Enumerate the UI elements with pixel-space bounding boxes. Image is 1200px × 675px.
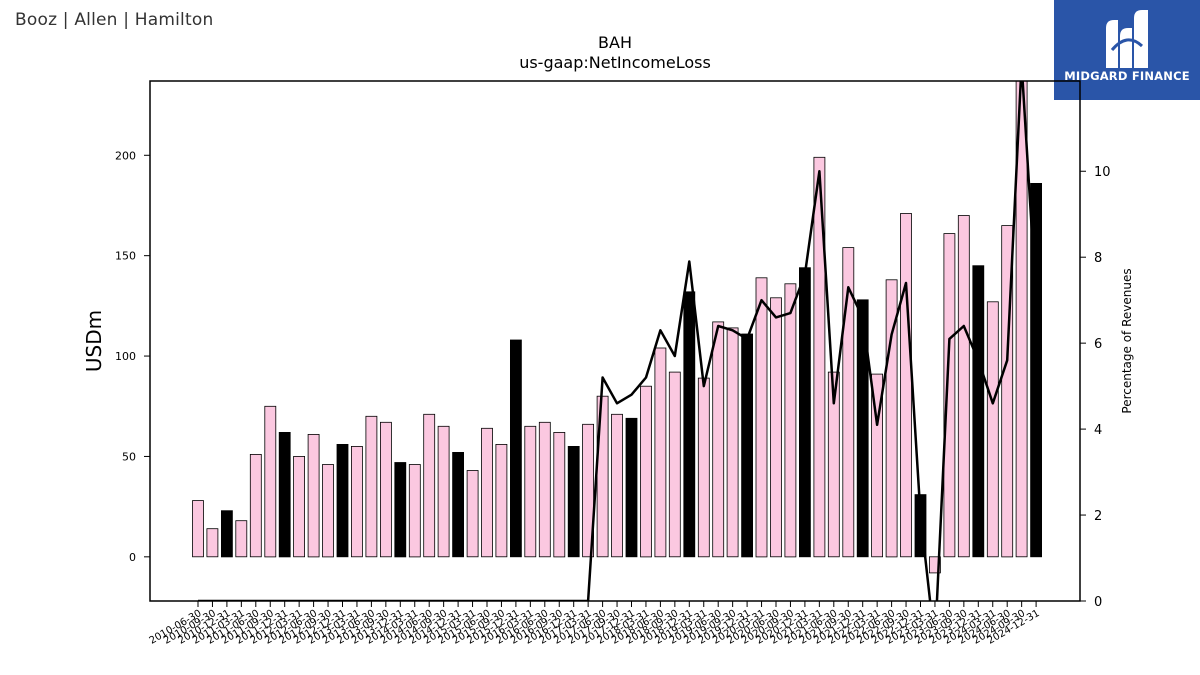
- y2-tick-label: 6: [1094, 337, 1102, 352]
- bar-2019-12-31: [741, 333, 753, 558]
- bar-2024-03-31: [986, 301, 999, 558]
- bar-2014-06-30: [423, 413, 436, 558]
- logo-text: MIDGARD FINANCE: [1064, 69, 1190, 83]
- bar-2021-03-31: [813, 156, 826, 558]
- bar-2014-12-31: [452, 451, 465, 558]
- bar-2018-06-30: [654, 347, 667, 558]
- midgard-logo-icon: [1106, 10, 1148, 68]
- y2-tick-label: 4: [1094, 423, 1102, 438]
- x-axis: 2010-06-302010-09-302010-12-312011-03-31…: [148, 601, 1042, 647]
- bar-2020-06-30: [770, 297, 782, 558]
- bar-2013-12-31: [394, 462, 407, 558]
- bar-2023-12-31: [972, 265, 985, 558]
- bar-2016-09-30: [553, 431, 566, 558]
- bar-2013-09-30: [379, 421, 392, 558]
- bar-2021-06-30: [827, 371, 840, 558]
- bar-2014-03-31: [408, 464, 421, 558]
- bar-2021-12-31: [856, 299, 869, 558]
- bar-2023-03-31: [929, 556, 941, 574]
- bar-2018-03-31: [640, 385, 652, 558]
- bar-2010-12-31: [220, 510, 233, 558]
- y-tick-label: 0: [129, 551, 136, 564]
- bar-2011-12-31: [278, 431, 291, 558]
- bar-2018-09-30: [668, 371, 681, 558]
- y-tick-label: 100: [115, 350, 136, 363]
- y-tick-label: 150: [115, 250, 136, 263]
- bar-2016-06-30: [538, 421, 551, 558]
- y2-axis-label: Percentage of Revenues: [1120, 268, 1134, 413]
- y2-tick-label: 0: [1094, 595, 1102, 610]
- bar-2011-09-30: [264, 405, 277, 558]
- y-tick-label: 200: [115, 149, 136, 162]
- bar-2012-03-31: [293, 455, 306, 558]
- bar-2024-09-30: [1015, 81, 1028, 558]
- bar-2022-06-30: [885, 279, 898, 558]
- bar-2024-12-31: [1030, 182, 1042, 558]
- bar-2019-03-31: [697, 377, 710, 558]
- bar-2019-06-30: [712, 321, 725, 558]
- bar-2024-06-30: [1001, 225, 1014, 558]
- bar-2012-09-30: [322, 464, 334, 558]
- bar-2022-03-31: [871, 373, 883, 558]
- bar-2020-03-31: [755, 277, 768, 558]
- bar-2015-06-30: [481, 427, 493, 558]
- bar-2015-03-31: [466, 470, 479, 558]
- bar-2017-03-31: [582, 423, 594, 558]
- bar-2012-12-31: [336, 443, 349, 558]
- bar-2018-12-31: [683, 291, 696, 558]
- y-axis: 0 50 100 150 200: [115, 149, 150, 564]
- y-axis-label: USDm: [82, 310, 106, 372]
- bar-2012-06-30: [307, 433, 320, 558]
- company-name: Booz | Allen | Hamilton: [15, 10, 214, 30]
- y2-tick-label: 2: [1094, 509, 1102, 524]
- y2-axis: 0 2 4 6 8 10: [1080, 165, 1111, 610]
- bar-2016-03-31: [524, 425, 537, 558]
- bar-2014-09-30: [437, 425, 450, 558]
- bar-2013-03-31: [350, 445, 363, 558]
- bar-2015-12-31: [509, 339, 522, 558]
- bar-2022-09-30: [900, 213, 912, 558]
- y2-tick-label: 8: [1094, 251, 1102, 266]
- chart-title: BAH: [598, 33, 632, 52]
- bar-2023-09-30: [957, 215, 970, 558]
- bar-2017-09-30: [611, 413, 623, 558]
- bar-2020-09-30: [784, 283, 797, 558]
- bar-2015-09-30: [495, 443, 508, 558]
- bar-2019-09-30: [726, 327, 739, 558]
- bar-2010-09-30: [206, 528, 219, 558]
- pct-of-revenues-line: [198, 81, 1038, 601]
- y2-tick-label: 10: [1094, 165, 1111, 180]
- midgard-finance-logo: MIDGARD FINANCE: [1054, 0, 1200, 100]
- bar-2011-06-30: [249, 453, 262, 558]
- bar-2021-09-30: [842, 247, 855, 558]
- bars-layer: [192, 81, 1042, 574]
- plot-frame: [149, 80, 1081, 602]
- bar-2011-03-31: [235, 520, 248, 558]
- chart-subtitle: us-gaap:NetIncomeLoss: [519, 53, 711, 72]
- bar-2010-06-30: [192, 500, 204, 558]
- line-layer: [198, 81, 1038, 601]
- bar-2023-06-30: [943, 233, 956, 558]
- bar-2013-06-30: [365, 415, 378, 558]
- bar-2017-12-31: [625, 417, 638, 558]
- y-tick-label: 50: [122, 450, 136, 463]
- bar-2020-12-31: [799, 267, 811, 558]
- bar-2016-12-31: [567, 445, 580, 558]
